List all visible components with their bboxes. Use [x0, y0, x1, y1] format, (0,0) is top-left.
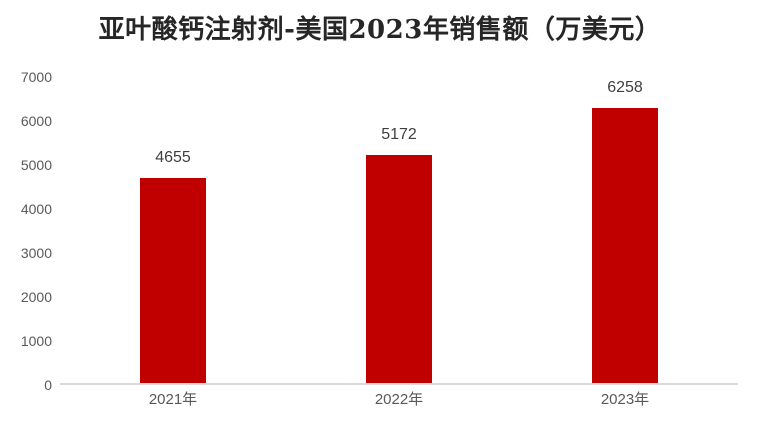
y-axis: 7000 6000 5000 4000 3000 2000 1000 0	[0, 0, 52, 432]
y-tick-label: 0	[44, 377, 52, 393]
x-tick-label: 2023年	[600, 391, 650, 408]
bar	[140, 178, 206, 383]
y-tick-label: 7000	[20, 69, 52, 85]
x-axis: 2021年 2022年 2023年	[60, 391, 738, 409]
plot-area: 4655 5172 6258	[60, 75, 738, 385]
y-tick-label: 5000	[20, 157, 52, 173]
y-tick-label: 4000	[20, 201, 52, 217]
chart-title: 亚叶酸钙注射剂-美国2023年销售额（万美元）	[98, 15, 662, 45]
x-tick-label: 2022年	[374, 391, 424, 408]
category-cell: 4655	[60, 75, 286, 383]
x-tick-label: 2021年	[148, 391, 198, 408]
y-tick-label: 2000	[20, 289, 52, 305]
category-cell: 6258	[512, 75, 738, 383]
bar-data-label: 6258	[607, 78, 643, 96]
y-tick-label: 3000	[20, 245, 52, 261]
y-tick-label: 1000	[20, 333, 52, 349]
bar-data-label: 4655	[155, 149, 191, 167]
y-tick-label: 6000	[20, 113, 52, 129]
category-cell: 5172	[286, 75, 512, 383]
bar-data-label: 5172	[381, 126, 417, 144]
bar	[592, 107, 658, 383]
bar	[366, 155, 432, 383]
